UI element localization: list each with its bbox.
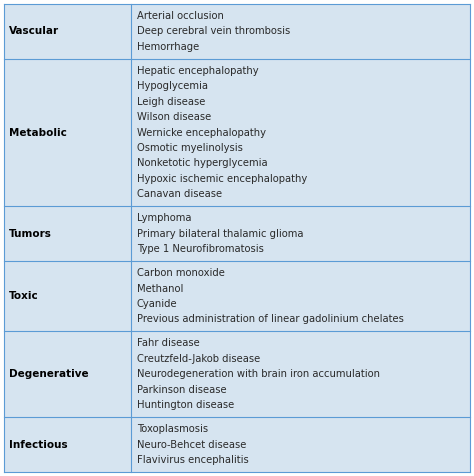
Text: Hypoxic ischemic encephalopathy: Hypoxic ischemic encephalopathy	[137, 174, 307, 184]
Text: Wilson disease: Wilson disease	[137, 112, 211, 122]
Bar	[4, 59, 470, 206]
Text: Type 1 Neurofibromatosis: Type 1 Neurofibromatosis	[137, 244, 264, 254]
Text: Neuro-Behcet disease: Neuro-Behcet disease	[137, 439, 246, 449]
Text: Leigh disease: Leigh disease	[137, 97, 205, 107]
Text: Primary bilateral thalamic glioma: Primary bilateral thalamic glioma	[137, 229, 303, 239]
Text: Osmotic myelinolysis: Osmotic myelinolysis	[137, 143, 243, 153]
Text: Tumors: Tumors	[9, 229, 52, 239]
Text: Lymphoma: Lymphoma	[137, 213, 191, 223]
Text: Toxic: Toxic	[9, 291, 39, 301]
Text: Degenerative: Degenerative	[9, 369, 89, 379]
Text: Neurodegeneration with brain iron accumulation: Neurodegeneration with brain iron accumu…	[137, 369, 380, 379]
Text: Deep cerebral vein thrombosis: Deep cerebral vein thrombosis	[137, 27, 290, 37]
Text: Methanol: Methanol	[137, 284, 183, 294]
Text: Cyanide: Cyanide	[137, 299, 177, 309]
Text: Wernicke encephalopathy: Wernicke encephalopathy	[137, 128, 266, 138]
Bar	[4, 261, 470, 331]
Text: Parkinson disease: Parkinson disease	[137, 385, 227, 395]
Text: Nonketotic hyperglycemia: Nonketotic hyperglycemia	[137, 159, 267, 169]
Text: Toxoplasmosis: Toxoplasmosis	[137, 424, 208, 434]
Text: Fahr disease: Fahr disease	[137, 338, 200, 348]
Text: Flavivirus encephalitis: Flavivirus encephalitis	[137, 455, 248, 465]
Text: Metabolic: Metabolic	[9, 128, 67, 138]
Text: Arterial occlusion: Arterial occlusion	[137, 11, 224, 21]
Bar	[4, 331, 470, 417]
Text: Carbon monoxide: Carbon monoxide	[137, 268, 225, 278]
Text: Hypoglycemia: Hypoglycemia	[137, 81, 208, 91]
Bar	[4, 206, 470, 261]
Text: Infectious: Infectious	[9, 439, 68, 449]
Text: Previous administration of linear gadolinium chelates: Previous administration of linear gadoli…	[137, 315, 404, 325]
Bar	[4, 4, 470, 59]
Text: Hemorrhage: Hemorrhage	[137, 42, 199, 52]
Text: Hepatic encephalopathy: Hepatic encephalopathy	[137, 66, 258, 76]
Text: Huntington disease: Huntington disease	[137, 400, 234, 410]
Text: Vascular: Vascular	[9, 27, 59, 37]
Text: Canavan disease: Canavan disease	[137, 189, 222, 199]
Bar	[4, 417, 470, 472]
Text: Creutzfeld-Jakob disease: Creutzfeld-Jakob disease	[137, 354, 260, 364]
